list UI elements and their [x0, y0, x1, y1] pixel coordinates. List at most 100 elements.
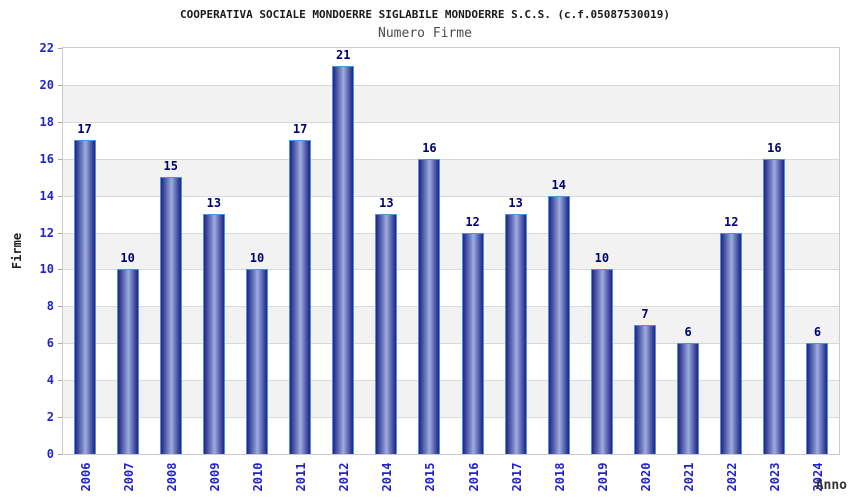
y-tick-label: 0 — [46, 447, 54, 461]
y-tick-label: 8 — [46, 299, 54, 314]
y-tick-mark — [58, 306, 62, 308]
gridline — [63, 158, 839, 160]
bar-2009 — [202, 214, 225, 454]
y-tick-mark — [58, 232, 62, 234]
bar-2016 — [461, 232, 484, 454]
bar-2006 — [73, 140, 96, 454]
plot-band — [63, 417, 839, 454]
y-tick-mark — [58, 195, 62, 197]
bar-value-label: 21 — [335, 48, 351, 63]
chart-subtitle: Numero Firme — [378, 26, 472, 41]
x-tick-label: 2006 — [78, 462, 93, 492]
x-tick-label: 2023 — [768, 462, 783, 492]
bar-2014 — [375, 214, 398, 454]
bar-value-label: 12 — [465, 214, 480, 229]
bar-2019 — [590, 269, 613, 454]
plot-band — [63, 380, 839, 418]
x-tick-label: 2010 — [251, 462, 265, 492]
x-tick-label: 2019 — [595, 462, 610, 492]
plot-band — [63, 269, 839, 307]
bar-2007 — [116, 269, 139, 454]
bar-value-label: 10 — [120, 251, 135, 266]
y-tick-label: 12 — [39, 225, 54, 240]
y-tick-label: 22 — [39, 41, 54, 55]
y-tick-mark — [58, 343, 62, 345]
bar-2021 — [677, 343, 700, 454]
y-tick-label: 16 — [39, 151, 54, 166]
plot-band — [63, 48, 839, 85]
bar-2024 — [806, 343, 829, 454]
x-axis-title: Anno — [815, 478, 847, 493]
x-tick-label: 2007 — [121, 462, 136, 492]
x-tick-label: 2017 — [509, 462, 524, 492]
x-tick-label: 2015 — [423, 462, 438, 492]
bar-value-label: 16 — [422, 140, 437, 155]
y-tick-label: 6 — [46, 336, 54, 351]
bar-2012 — [332, 66, 355, 454]
y-tick-label: 2 — [46, 410, 54, 425]
bar-value-label: 15 — [163, 159, 178, 174]
plot-band — [63, 84, 839, 122]
plot-band — [63, 121, 839, 159]
x-tick-label: 2014 — [380, 462, 395, 492]
bar-2022 — [720, 232, 743, 454]
bar-value-label: 7 — [641, 306, 649, 321]
bar-value-label: 17 — [292, 122, 308, 137]
x-tick-label: 2009 — [207, 462, 222, 492]
plot-band — [63, 232, 839, 270]
bar-value-label: 14 — [551, 177, 566, 192]
x-tick-label: 2022 — [725, 462, 740, 492]
y-tick-mark — [58, 84, 62, 86]
bar-value-label: 13 — [379, 196, 394, 211]
x-tick-label: 2011 — [294, 462, 309, 492]
bar-2010 — [246, 269, 268, 454]
y-tick-mark — [58, 380, 62, 382]
bar-2018 — [547, 195, 570, 454]
plot-band — [63, 158, 839, 196]
plot-band — [63, 195, 839, 233]
gridline — [63, 269, 839, 271]
x-tick-label: 2008 — [164, 462, 179, 492]
y-tick-label: 14 — [39, 188, 54, 203]
plot-band — [63, 343, 839, 381]
chart-title: COOPERATIVA SOCIALE MONDOERRE SIGLABILE … — [179, 8, 671, 21]
gridline — [63, 121, 839, 123]
bar-value-label: 12 — [723, 214, 739, 229]
bar-2008 — [159, 177, 182, 454]
bar-value-label: 13 — [508, 196, 523, 211]
gridline — [63, 195, 839, 197]
bar-2015 — [418, 158, 441, 454]
gridline — [63, 343, 839, 345]
y-tick-label: 10 — [39, 262, 54, 277]
bar-2017 — [504, 214, 527, 454]
x-tick-label: 2021 — [682, 462, 697, 492]
y-tick-mark — [58, 269, 62, 271]
y-tick-label: 4 — [46, 373, 54, 388]
bar-2011 — [289, 140, 312, 454]
bar-value-label: 6 — [684, 325, 692, 340]
y-tick-mark — [58, 158, 62, 160]
y-tick-label: 20 — [39, 77, 54, 92]
gridline — [63, 84, 839, 86]
bar-value-label: 13 — [206, 196, 222, 211]
bar-value-label: 10 — [249, 251, 265, 266]
x-tick-label: 2020 — [639, 462, 653, 492]
x-tick-label: 2016 — [466, 462, 481, 492]
bar-2023 — [763, 158, 786, 454]
bar-value-label: 10 — [594, 251, 610, 266]
bar-value-label: 6 — [813, 325, 822, 340]
y-tick-mark — [58, 121, 62, 123]
y-tick-mark — [58, 48, 62, 49]
bar-2020 — [634, 324, 656, 454]
gridline — [63, 232, 839, 234]
y-tick-mark — [58, 454, 62, 455]
bar-value-label: 17 — [77, 122, 92, 137]
gridline — [63, 417, 839, 419]
y-tick-mark — [58, 417, 62, 419]
bar-value-label: 16 — [767, 140, 782, 155]
x-tick-label: 2018 — [552, 462, 567, 492]
gridline — [63, 306, 839, 308]
y-tick-label: 18 — [39, 114, 54, 129]
x-tick-label: 2012 — [337, 462, 352, 492]
